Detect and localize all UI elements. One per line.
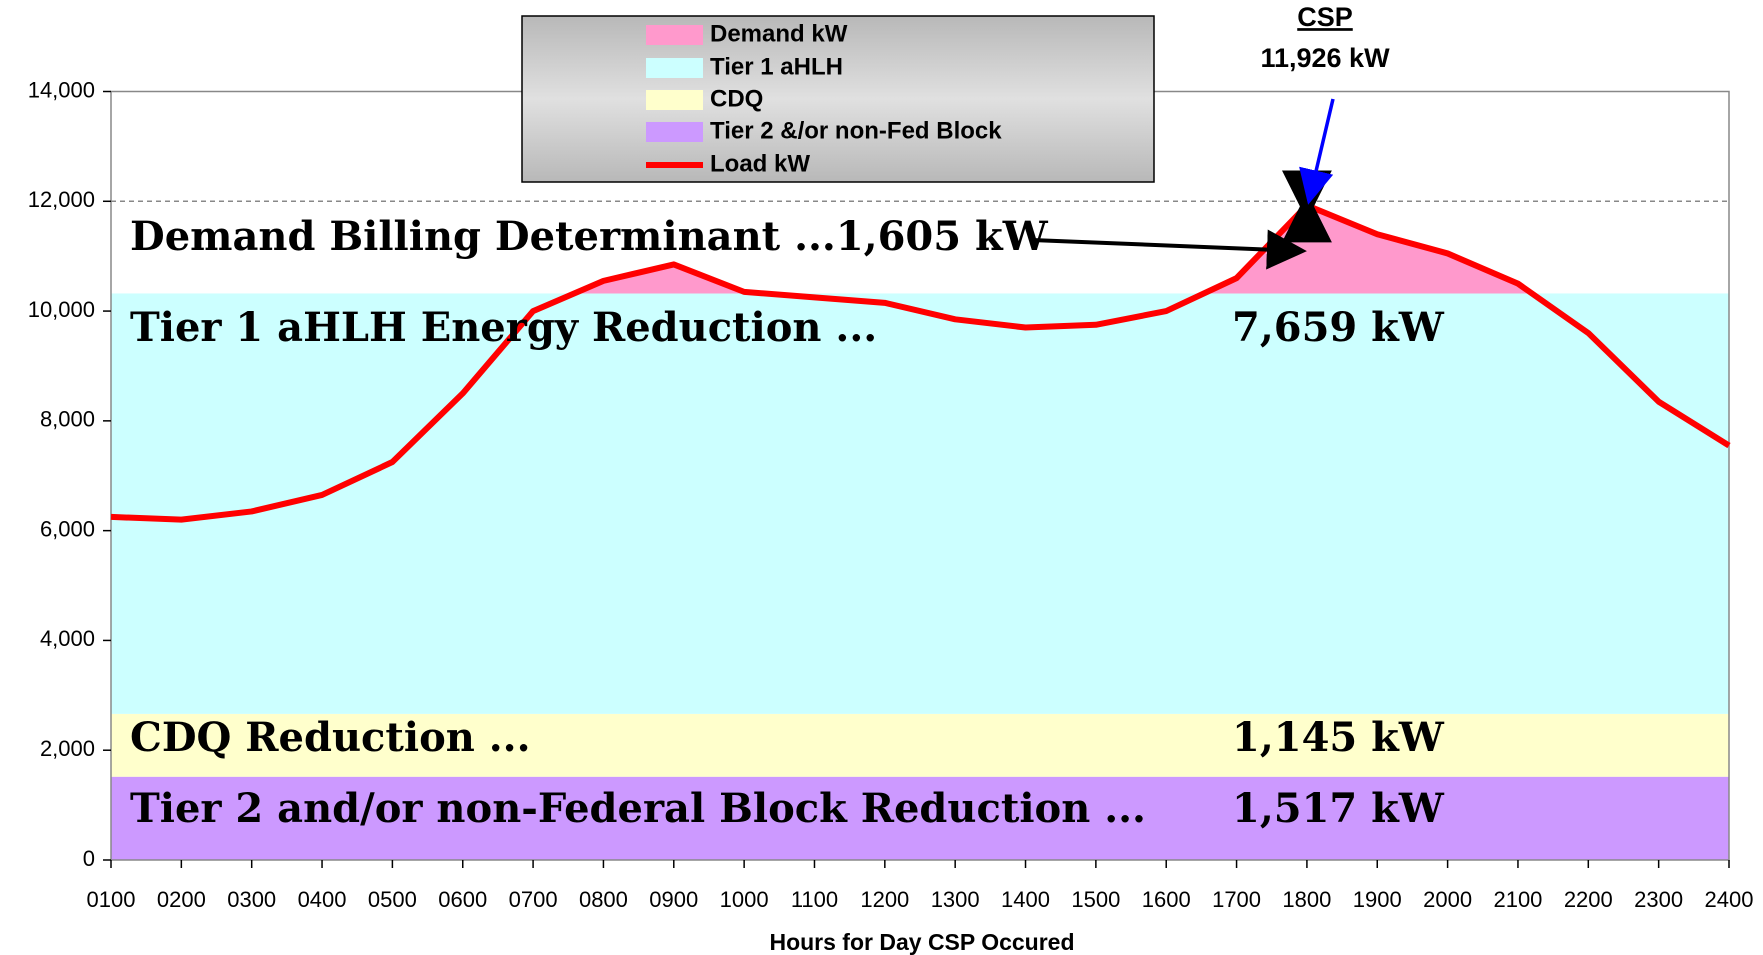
x-axis-title: Hours for Day CSP Occured bbox=[769, 929, 1074, 955]
x-tick-label: 0600 bbox=[438, 887, 487, 912]
x-tick-label: 1500 bbox=[1071, 887, 1120, 912]
legend-label: Tier 2 &/or non-Fed Block bbox=[710, 117, 1002, 144]
x-tick-label: 2400 bbox=[1705, 887, 1754, 912]
x-tick-label: 1100 bbox=[791, 887, 838, 912]
x-tick-label: 0700 bbox=[509, 887, 558, 912]
legend-box bbox=[521, 15, 1155, 183]
y-tick-label: 10,000 bbox=[28, 297, 95, 322]
x-tick-label: 0500 bbox=[368, 887, 417, 912]
x-tick-label: 1600 bbox=[1142, 887, 1191, 912]
y-tick-label: 8,000 bbox=[40, 407, 95, 432]
band-label: Tier 1 aHLH Energy Reduction ... bbox=[130, 304, 877, 351]
x-tick-label: 2000 bbox=[1423, 887, 1472, 912]
callout-arrow bbox=[1299, 98, 1335, 205]
x-tick-label: 1000 bbox=[720, 887, 769, 912]
legend-label: Demand kW bbox=[710, 20, 848, 47]
band bbox=[111, 713, 1729, 777]
band-value-label: 1,517 kW bbox=[1232, 785, 1445, 832]
x-tick-label: 1900 bbox=[1353, 887, 1402, 912]
callout-value: 11,926 kW bbox=[1260, 43, 1390, 73]
legend-swatch bbox=[646, 122, 703, 142]
x-tick-label: 0900 bbox=[649, 887, 698, 912]
legend-swatch bbox=[646, 58, 703, 78]
legend-swatch bbox=[646, 90, 703, 110]
y-tick-label: 4,000 bbox=[40, 626, 95, 651]
x-tick-label: 0800 bbox=[579, 887, 628, 912]
x-tick-label: 2100 bbox=[1493, 887, 1542, 912]
x-tick-label: 2200 bbox=[1564, 887, 1613, 912]
pointer-arrow bbox=[1031, 229, 1307, 270]
x-tick-label: 2300 bbox=[1634, 887, 1683, 912]
x-tick-label: 0200 bbox=[157, 887, 206, 912]
y-tick-label: 0 bbox=[83, 846, 95, 871]
y-tick-label: 14,000 bbox=[28, 77, 95, 102]
x-tick-label: 1800 bbox=[1282, 887, 1331, 912]
y-tick-label: 6,000 bbox=[40, 516, 95, 541]
band-label: Demand Billing Determinant ...1,605 kW bbox=[130, 213, 1049, 260]
callout-title: CSP bbox=[1297, 2, 1353, 32]
x-tick-label: 1700 bbox=[1212, 887, 1261, 912]
y-tick-label: 12,000 bbox=[28, 187, 95, 212]
x-tick-label: 1300 bbox=[931, 887, 980, 912]
band-value-label: 1,145 kW bbox=[1232, 714, 1445, 761]
band-label: Tier 2 and/or non-Federal Block Reductio… bbox=[130, 785, 1146, 832]
legend-label: Tier 1 aHLH bbox=[710, 53, 843, 80]
x-tick-label: 1400 bbox=[1001, 887, 1050, 912]
band bbox=[111, 293, 1729, 714]
legend-label: Load kW bbox=[710, 150, 810, 177]
band-value-label: 7,659 kW bbox=[1232, 304, 1445, 351]
y-tick-label: 2,000 bbox=[40, 736, 95, 761]
x-tick-label: 0100 bbox=[87, 887, 136, 912]
x-tick-label: 0300 bbox=[227, 887, 276, 912]
band-label: CDQ Reduction ... bbox=[130, 714, 531, 761]
legend-swatch bbox=[646, 25, 703, 45]
legend-label: CDQ bbox=[710, 85, 763, 112]
x-tick-label: 0400 bbox=[298, 887, 347, 912]
load-line bbox=[110, 202, 1731, 523]
x-tick-label: 1200 bbox=[860, 887, 909, 912]
band bbox=[111, 776, 1729, 860]
